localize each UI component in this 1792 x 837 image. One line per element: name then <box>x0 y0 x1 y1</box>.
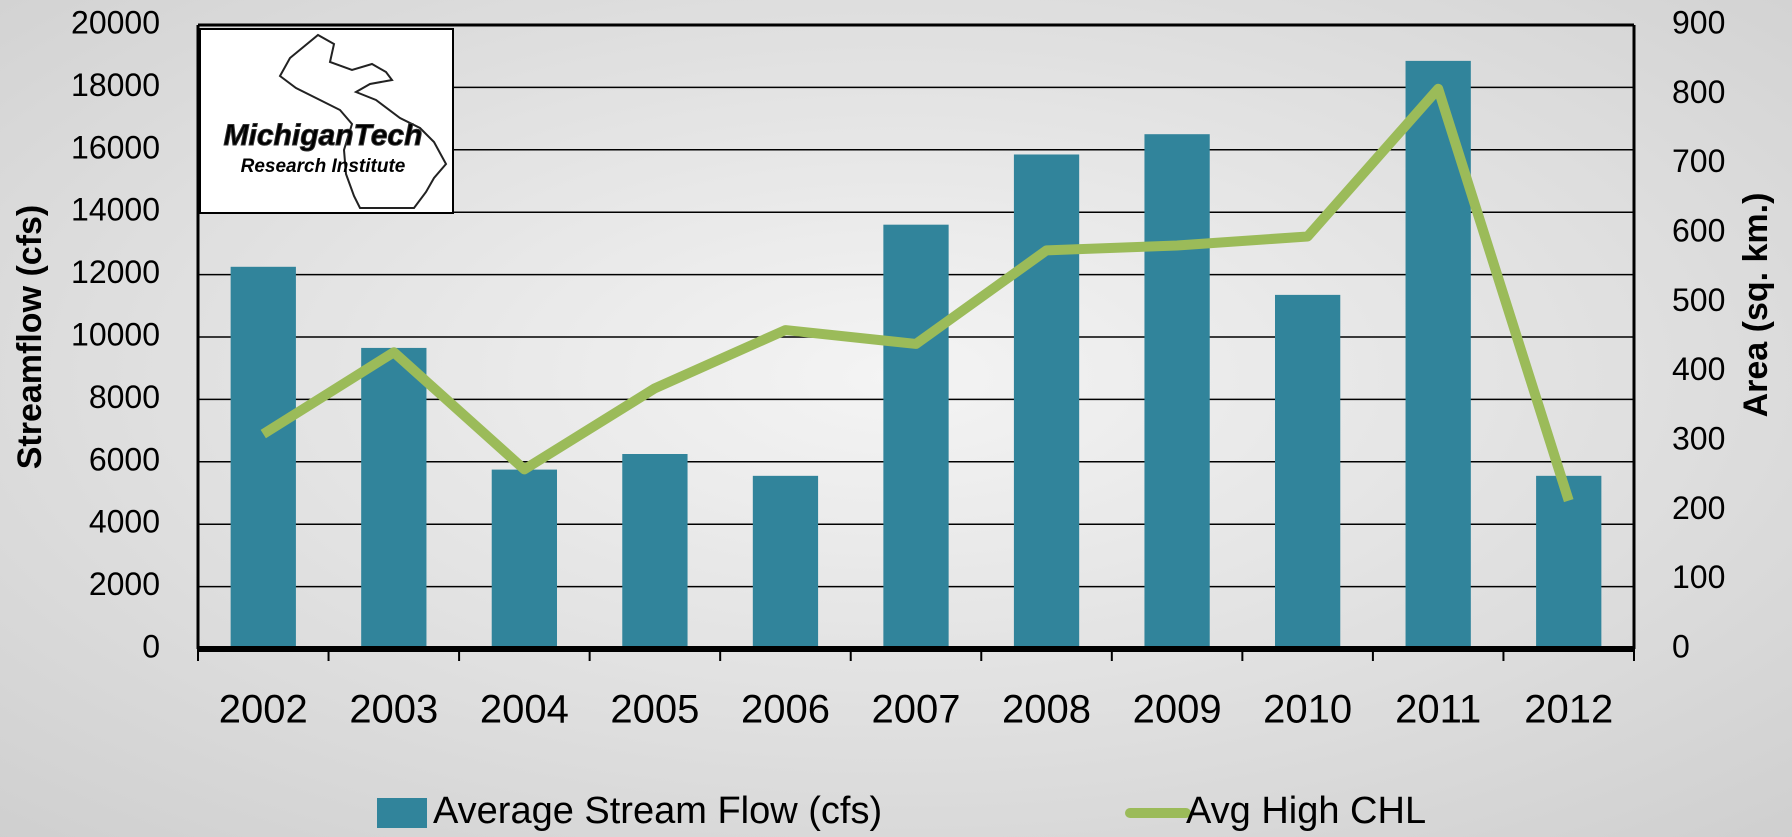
plot-area <box>196 23 1636 661</box>
line <box>260 83 1574 503</box>
x-tick-label: 2004 <box>480 688 569 732</box>
y2-tick-label: 600 <box>1672 212 1725 248</box>
x-tick-label: 2012 <box>1524 688 1613 732</box>
x-tick-label: 2002 <box>219 688 308 732</box>
y2-tick-label: 800 <box>1672 74 1725 110</box>
bar <box>491 469 557 649</box>
y-axis-title: Streamflow (cfs) <box>11 205 49 470</box>
y2-tick-label: 200 <box>1672 490 1725 526</box>
y2-tick-label: 0 <box>1672 628 1690 664</box>
legend-swatch <box>377 798 427 828</box>
y-tick-label: 10000 <box>71 316 160 352</box>
x-tick-label: 2006 <box>741 688 830 732</box>
x-tick-label: 2010 <box>1263 688 1352 732</box>
bar <box>361 347 427 649</box>
logo: MichiganTech Research Institute <box>199 28 454 214</box>
logo-name: MichiganTech <box>224 119 423 152</box>
logo-box <box>199 28 454 214</box>
x-tick-label: 2011 <box>1395 688 1481 732</box>
legend-label: Avg High CHL <box>1186 790 1426 832</box>
y2-tick-label: 400 <box>1672 351 1725 387</box>
x-tick-label: 2007 <box>872 688 961 732</box>
y-tick-label: 20000 <box>71 4 160 40</box>
bar <box>622 454 688 649</box>
y2-tick-label: 900 <box>1672 4 1725 40</box>
y-tick-label: 6000 <box>89 441 160 477</box>
y2-tick-label: 300 <box>1672 420 1725 456</box>
x-tick-label: 2008 <box>1002 688 1091 732</box>
y-tick-label: 12000 <box>71 254 160 290</box>
y-tick-label: 4000 <box>89 504 160 540</box>
x-tick-label: 2009 <box>1133 688 1222 732</box>
y-tick-label: 2000 <box>89 566 160 602</box>
y-tick-label: 0 <box>142 628 160 664</box>
y2-tick-label: 700 <box>1672 143 1725 179</box>
y-tick-label: 14000 <box>71 192 160 228</box>
logo-outline <box>278 33 448 209</box>
bar <box>883 224 949 649</box>
y-tick-label: 18000 <box>71 67 160 103</box>
y-tick-label: 8000 <box>89 379 160 415</box>
bar <box>1013 154 1080 650</box>
x-tick-label: 2005 <box>610 688 699 732</box>
bar <box>1144 134 1210 649</box>
legend-label: Average Stream Flow (cfs) <box>433 790 882 832</box>
x-tick-label: 2003 <box>349 688 438 732</box>
y2-tick-label: 500 <box>1672 282 1725 318</box>
bar <box>1275 294 1341 649</box>
bar <box>1536 475 1602 649</box>
bar <box>752 475 819 649</box>
logo-subtitle: Research Institute <box>241 156 406 177</box>
y2-tick-label: 100 <box>1672 559 1725 595</box>
y-tick-label: 16000 <box>71 129 160 165</box>
y2-axis-title: Area (sq. km.) <box>1737 193 1775 418</box>
bar <box>230 266 296 649</box>
